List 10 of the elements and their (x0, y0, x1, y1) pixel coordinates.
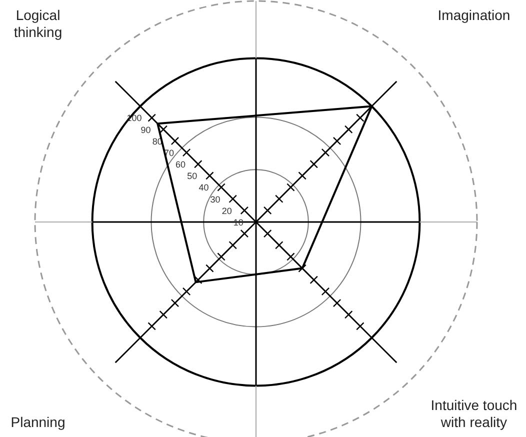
spoke-label: Imagination (438, 7, 510, 23)
spoke-label: Logical thinking (14, 7, 62, 40)
y-tick-label: 90 (140, 124, 151, 135)
y-tick-label: 30 (210, 194, 220, 204)
y-tick-label: 50 (187, 171, 198, 182)
spoke-label: Intuitive touch with reality (430, 397, 518, 430)
y-tick-label: 40 (198, 182, 209, 193)
y-tick-label: 60 (176, 160, 186, 170)
y-tick-label: 20 (222, 206, 232, 216)
spoke-label: Planning (10, 414, 66, 430)
